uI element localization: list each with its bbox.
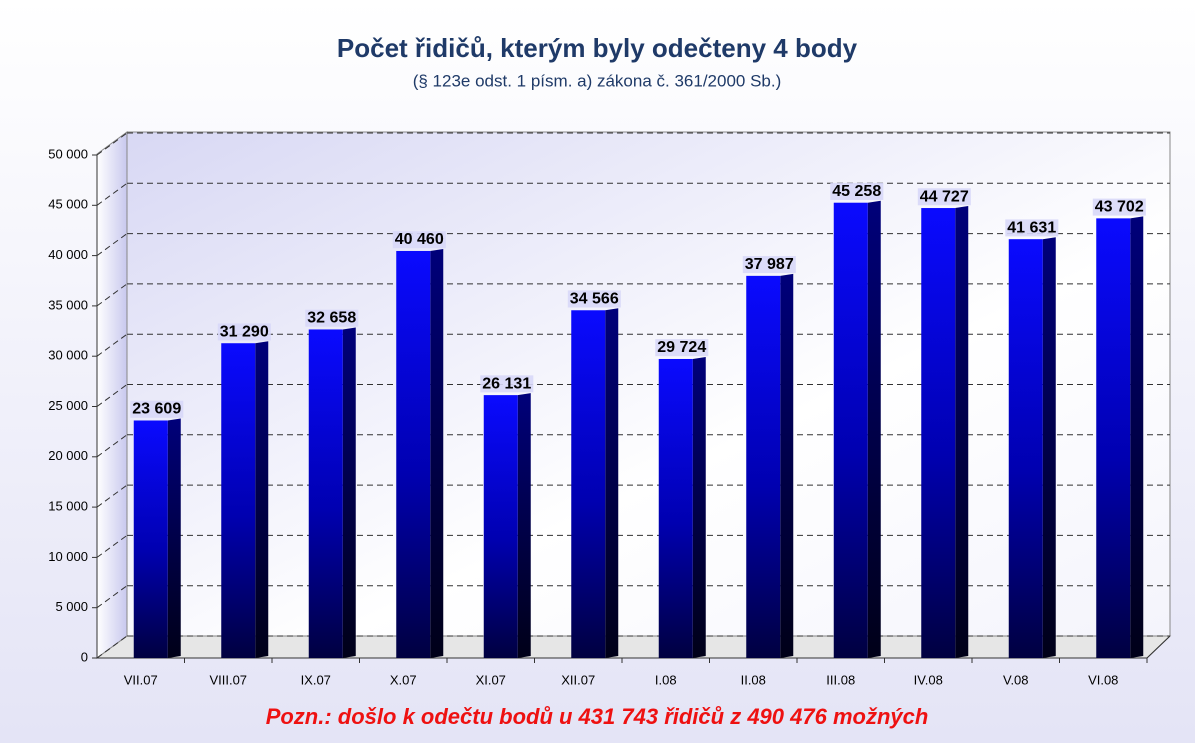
value-label: 41 631 xyxy=(1007,219,1056,236)
bar-side xyxy=(517,393,531,658)
grid-line xyxy=(96,283,128,307)
value-label: 23 609 xyxy=(132,401,181,418)
chart-subtitle: (§ 123e odst. 1 písm. a) zákona č. 361/2… xyxy=(413,71,782,90)
bar-side xyxy=(867,200,881,658)
value-label: 34 566 xyxy=(570,290,619,307)
value-label: 32 658 xyxy=(307,310,356,327)
value-label-bg xyxy=(917,188,971,206)
bar-side xyxy=(780,273,794,658)
y-tick-label: 20 000 xyxy=(48,448,88,463)
x-tick-label: I.08 xyxy=(655,672,677,687)
value-label: 31 290 xyxy=(220,323,269,340)
x-tick-label: X.07 xyxy=(390,672,417,687)
bar xyxy=(396,250,431,658)
value-label: 44 727 xyxy=(920,188,969,205)
value-label-bg xyxy=(392,231,446,249)
value-label: 26 131 xyxy=(482,375,531,392)
grid-line xyxy=(96,534,128,558)
bar-side xyxy=(1130,216,1144,658)
value-label-bg xyxy=(655,339,709,357)
x-tick-label: II.08 xyxy=(741,672,766,687)
grid-line xyxy=(96,132,128,156)
y-tick-label: 30 000 xyxy=(48,348,88,363)
grid-line xyxy=(96,585,128,609)
value-label-bg xyxy=(742,256,796,274)
bar xyxy=(1096,218,1131,658)
axis xyxy=(1146,635,1171,659)
x-tick-label: V.08 xyxy=(1003,672,1029,687)
x-tick-label: III.08 xyxy=(826,672,855,687)
value-label: 43 702 xyxy=(1095,199,1144,216)
grid-line xyxy=(96,434,128,458)
bar-side xyxy=(692,356,706,658)
x-tick-label: VI.08 xyxy=(1088,672,1118,687)
value-label-bg xyxy=(1092,198,1146,216)
bar xyxy=(833,202,868,658)
value-label-bg xyxy=(1005,219,1059,237)
bar-side xyxy=(167,418,181,658)
y-tick-label: 5 000 xyxy=(55,599,88,614)
value-label-bg xyxy=(480,375,534,393)
bar xyxy=(221,343,256,658)
chart-title: Počet řidičů, kterým byly odečteny 4 bod… xyxy=(337,33,858,63)
bar xyxy=(133,420,168,658)
value-label-bg xyxy=(130,400,184,418)
y-tick-label: 25 000 xyxy=(48,398,88,413)
side-wall xyxy=(96,131,128,659)
grid-line xyxy=(96,484,128,508)
value-label-bg xyxy=(567,290,621,308)
grid-line xyxy=(96,182,128,206)
y-tick-label: 35 000 xyxy=(48,297,88,312)
value-label: 40 460 xyxy=(395,231,444,248)
x-tick-label: XII.07 xyxy=(561,672,595,687)
x-tick-label: IV.08 xyxy=(914,672,943,687)
y-tick-label: 40 000 xyxy=(48,247,88,262)
x-tick-label: VIII.07 xyxy=(209,672,247,687)
grid-line xyxy=(96,384,128,407)
bar xyxy=(308,329,343,658)
value-label-bg xyxy=(217,323,271,341)
x-tick-label: VII.07 xyxy=(124,672,158,687)
value-label: 29 724 xyxy=(657,339,706,356)
y-tick-label: 15 000 xyxy=(48,499,88,514)
bar-side xyxy=(955,206,969,658)
y-tick-label: 10 000 xyxy=(48,549,88,564)
y-tick-label: 50 000 xyxy=(48,146,88,161)
bar-side xyxy=(430,248,444,658)
value-label-bg xyxy=(830,182,884,200)
x-tick-label: XI.07 xyxy=(476,672,506,687)
annotation: Pozn.: došlo k odečtu bodů u 431 743 řid… xyxy=(266,704,929,729)
y-tick-label: 45 000 xyxy=(48,197,88,212)
value-label: 37 987 xyxy=(745,256,794,273)
x-tick-label: IX.07 xyxy=(301,672,331,687)
value-label: 45 258 xyxy=(832,183,881,200)
grid-line xyxy=(96,635,128,659)
y-tick-label: 0 xyxy=(81,649,88,664)
bar-side xyxy=(255,341,269,658)
bar xyxy=(1008,239,1043,658)
bar-side xyxy=(1042,237,1056,658)
bar xyxy=(921,208,956,658)
grid-line xyxy=(96,333,128,357)
value-label-bg xyxy=(305,309,359,327)
grid-line xyxy=(96,233,128,257)
bar-side xyxy=(605,308,619,658)
bar xyxy=(571,310,606,658)
bar xyxy=(746,275,781,658)
bar-side xyxy=(342,327,356,658)
bar xyxy=(658,358,693,658)
bar xyxy=(483,395,518,658)
